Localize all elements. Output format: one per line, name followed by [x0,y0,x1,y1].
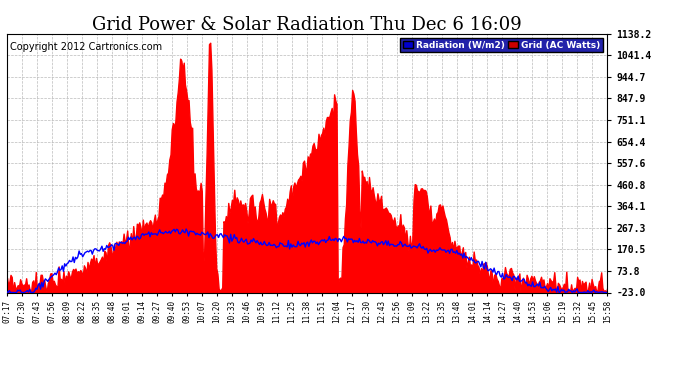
Title: Grid Power & Solar Radiation Thu Dec 6 16:09: Grid Power & Solar Radiation Thu Dec 6 1… [92,16,522,34]
Text: Copyright 2012 Cartronics.com: Copyright 2012 Cartronics.com [10,42,162,51]
Legend: Radiation (W/m2), Grid (AC Watts): Radiation (W/m2), Grid (AC Watts) [400,38,602,52]
